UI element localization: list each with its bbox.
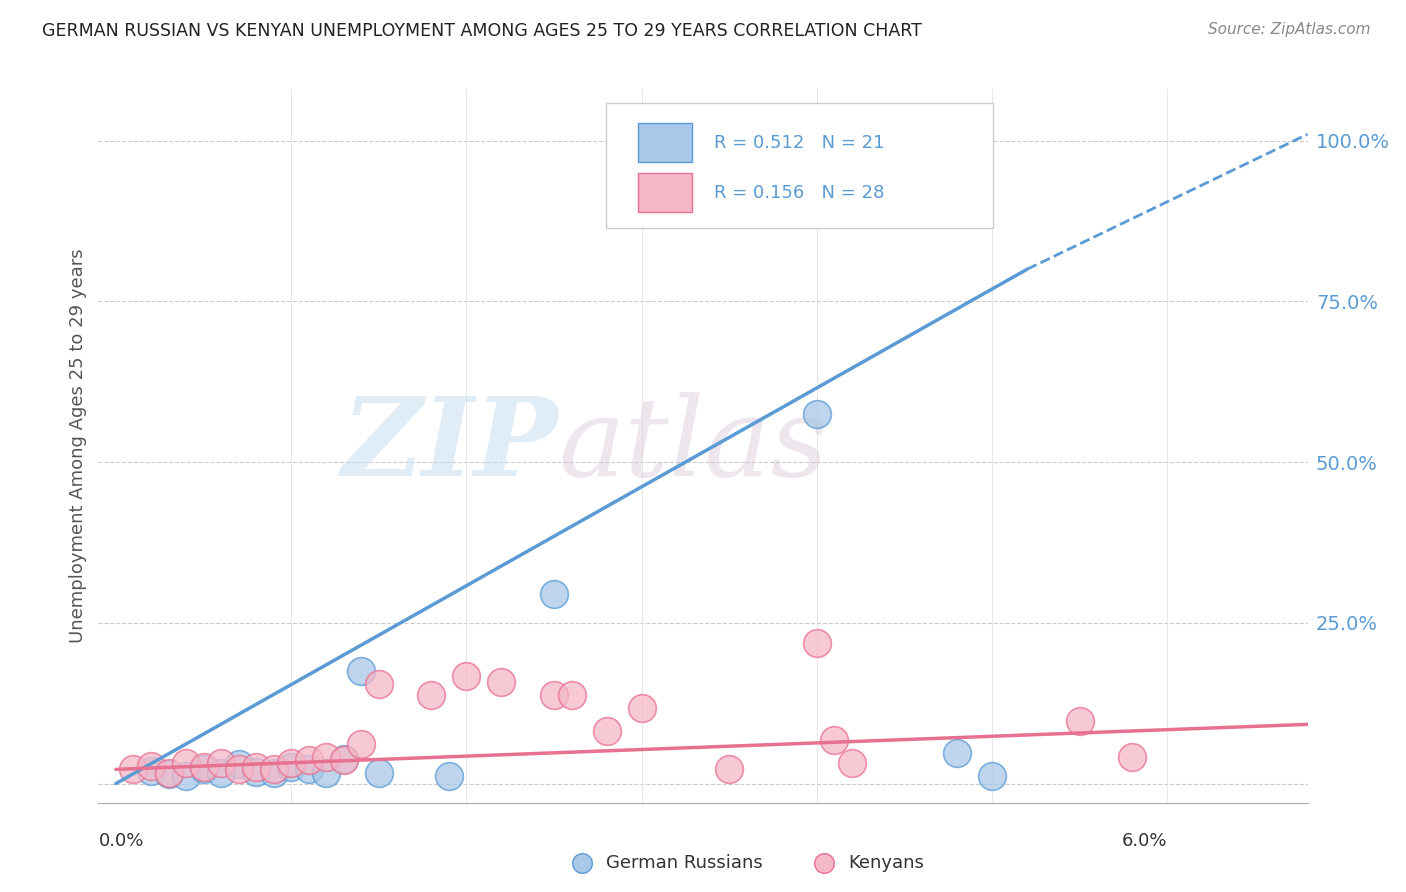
Text: ZIP: ZIP xyxy=(342,392,558,500)
Point xyxy=(193,763,215,777)
Point xyxy=(543,587,565,601)
Point xyxy=(332,753,354,767)
Text: R = 0.512   N = 21: R = 0.512 N = 21 xyxy=(714,134,884,152)
Point xyxy=(315,749,337,764)
Point xyxy=(841,756,863,770)
Point xyxy=(157,767,180,781)
Point xyxy=(350,737,373,751)
Point xyxy=(315,766,337,780)
Text: R = 0.156   N = 28: R = 0.156 N = 28 xyxy=(714,184,884,202)
Point xyxy=(139,764,162,778)
Point xyxy=(981,769,1004,783)
Point xyxy=(245,760,267,774)
Point xyxy=(228,763,250,777)
Point xyxy=(683,156,706,170)
Text: 6.0%: 6.0% xyxy=(1122,831,1167,850)
Point xyxy=(209,756,232,770)
Point xyxy=(157,766,180,780)
Point xyxy=(245,764,267,779)
FancyBboxPatch shape xyxy=(638,123,692,162)
Point xyxy=(437,769,460,783)
Point xyxy=(806,407,828,421)
Point xyxy=(456,668,478,682)
Point xyxy=(280,756,302,770)
Point xyxy=(139,758,162,772)
Point xyxy=(367,766,389,780)
Point xyxy=(543,688,565,702)
Point xyxy=(122,763,145,777)
Point xyxy=(1069,714,1091,728)
Point xyxy=(770,156,793,170)
Point xyxy=(350,664,373,678)
Point xyxy=(420,688,443,702)
Point xyxy=(630,700,652,714)
Point xyxy=(174,769,197,783)
Point xyxy=(823,732,845,747)
Point xyxy=(367,677,389,691)
Point xyxy=(595,723,617,738)
FancyBboxPatch shape xyxy=(638,173,692,212)
Text: Kenyans: Kenyans xyxy=(848,855,924,872)
Point xyxy=(1121,749,1143,764)
Point xyxy=(806,636,828,650)
FancyBboxPatch shape xyxy=(606,103,993,228)
Point xyxy=(561,688,583,702)
Text: 0.0%: 0.0% xyxy=(98,831,143,850)
Point xyxy=(263,766,285,780)
Point xyxy=(946,746,969,760)
Point xyxy=(491,675,513,690)
Text: German Russians: German Russians xyxy=(606,855,763,872)
Point xyxy=(263,763,285,777)
Text: atlas: atlas xyxy=(558,392,828,500)
Point xyxy=(718,763,741,777)
Point xyxy=(298,753,321,767)
Point xyxy=(298,763,321,777)
Point xyxy=(228,757,250,772)
Y-axis label: Unemployment Among Ages 25 to 29 years: Unemployment Among Ages 25 to 29 years xyxy=(69,249,87,643)
Point xyxy=(193,760,215,774)
Point xyxy=(174,756,197,770)
Text: Source: ZipAtlas.com: Source: ZipAtlas.com xyxy=(1208,22,1371,37)
Text: GERMAN RUSSIAN VS KENYAN UNEMPLOYMENT AMONG AGES 25 TO 29 YEARS CORRELATION CHAR: GERMAN RUSSIAN VS KENYAN UNEMPLOYMENT AM… xyxy=(42,22,922,40)
Point xyxy=(209,766,232,780)
Point xyxy=(332,752,354,766)
Point xyxy=(280,760,302,774)
